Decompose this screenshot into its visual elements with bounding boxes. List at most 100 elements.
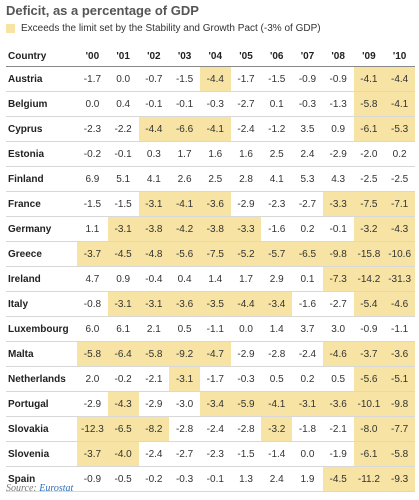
value-cell: -5.8: [384, 441, 415, 467]
value-cell: 0.2: [292, 366, 323, 392]
value-cell: -2.8: [169, 416, 200, 442]
value-cell: -1.2: [261, 116, 293, 142]
country-cell: Spain: [6, 466, 78, 492]
value-cell: -3.8: [199, 216, 231, 242]
value-cell: -4.1: [261, 391, 293, 417]
value-cell: 2.0: [77, 366, 108, 392]
value-cell: -1.7: [230, 66, 262, 92]
value-cell: 2.9: [261, 266, 293, 292]
value-cell: -5.4: [353, 291, 385, 317]
value-cell: -3.2: [353, 216, 385, 242]
value-cell: -2.3: [261, 191, 293, 217]
value-cell: 5.3: [292, 166, 323, 192]
value-cell: -5.8: [353, 91, 385, 117]
value-cell: -8.0: [353, 416, 385, 442]
table-row: Cyprus -2.3 -2.2 -4.4 -6.6 -4.1 -2.4 -1.2 3.5 0.9…: [6, 116, 415, 142]
value-cell: -2.5: [353, 166, 385, 192]
value-cell: -4.4: [384, 66, 415, 92]
value-cell: -5.3: [384, 116, 415, 142]
value-cell: 6.9: [77, 166, 108, 192]
value-cell: -2.9: [77, 391, 108, 417]
value-cell: -10.1: [353, 391, 385, 417]
value-cell: -6.1: [353, 116, 385, 142]
value-cell: -4.5: [107, 241, 139, 267]
table-row: Spain -0.9 -0.5 -0.2 -0.3 -0.1 1.3 2.4 1.9 -4.5 -1…: [6, 466, 415, 492]
value-cell: 2.4: [292, 141, 323, 167]
value-cell: -4.0: [107, 441, 139, 467]
table-body: Austria -1.7 0.0 -0.7 -1.5 -4.4 -1.7 -1.5 -0.9 -0…: [6, 66, 415, 492]
value-cell: 6.0: [77, 316, 108, 342]
value-cell: 1.6: [230, 141, 262, 167]
column-header-year: '06: [261, 47, 293, 67]
table-row: Slovenia -3.7 -4.0 -2.4 -2.7 -2.3 -1.5 -1.4 0.0-…: [6, 441, 415, 467]
value-cell: -14.2: [353, 266, 385, 292]
value-cell: -3.1: [138, 291, 170, 317]
value-cell: 2.4: [261, 466, 293, 492]
value-cell: -0.2: [77, 141, 108, 167]
country-cell: Luxembourg: [6, 316, 78, 342]
value-cell: -5.6: [169, 241, 200, 267]
table-row: Greece -3.7 -4.5 -4.8 -5.6 -7.5 -5.2 -5.7 -6.5 -9…: [6, 241, 415, 267]
country-cell: Italy: [6, 291, 78, 317]
value-cell: -1.5: [77, 191, 108, 217]
value-cell: 0.3: [138, 141, 170, 167]
value-cell: 1.7: [230, 266, 262, 292]
value-cell: -3.6: [384, 341, 415, 367]
value-cell: -3.8: [138, 216, 170, 242]
value-cell: -9.8: [322, 241, 354, 267]
table-row: Belgium 0.0 0.4 -0.1 -0.1 -0.3 -2.7 0.1 -0.3 -1.3…: [6, 91, 415, 117]
source-link[interactable]: Eurostat: [39, 483, 74, 494]
country-cell: Finland: [6, 166, 78, 192]
value-cell: -4.3: [384, 216, 415, 242]
column-header-year: '10: [384, 47, 415, 67]
country-cell: Slovakia: [6, 416, 78, 442]
value-cell: 0.4: [107, 91, 139, 117]
value-cell: -2.4: [230, 116, 262, 142]
value-cell: -2.8: [261, 341, 293, 367]
column-header-year: '05: [230, 47, 262, 67]
value-cell: -3.1: [169, 366, 200, 392]
header-row: Country '00'01'02'03'04'05'06'07'08'09'1…: [6, 47, 415, 67]
value-cell: -4.1: [384, 91, 415, 117]
value-cell: -1.6: [292, 291, 323, 317]
value-cell: -4.1: [199, 116, 231, 142]
table-row: Austria -1.7 0.0 -0.7 -1.5 -4.4 -1.7 -1.5 -0.9 -0…: [6, 66, 415, 92]
value-cell: -3.1: [107, 291, 139, 317]
value-cell: -2.4: [199, 416, 231, 442]
value-cell: 1.1: [77, 216, 108, 242]
value-cell: -1.9: [322, 441, 354, 467]
value-cell: 2.6: [169, 166, 200, 192]
value-cell: -7.3: [322, 266, 354, 292]
value-cell: 0.5: [261, 366, 293, 392]
column-header-country: Country: [6, 47, 78, 67]
value-cell: -12.3: [77, 416, 108, 442]
value-cell: -6.5: [107, 416, 139, 442]
value-cell: -0.1: [138, 91, 170, 117]
deficit-table: Country '00'01'02'03'04'05'06'07'08'09'1…: [6, 47, 415, 492]
value-cell: -3.2: [261, 416, 293, 442]
value-cell: -10.6: [384, 241, 415, 267]
value-cell: -7.1: [384, 191, 415, 217]
value-cell: -2.3: [77, 116, 108, 142]
value-cell: -3.1: [292, 391, 323, 417]
value-cell: -5.6: [353, 366, 385, 392]
value-cell: -2.1: [322, 416, 354, 442]
value-cell: -1.7: [199, 366, 231, 392]
value-cell: -1.4: [261, 441, 293, 467]
country-cell: Portugal: [6, 391, 78, 417]
value-cell: -1.1: [384, 316, 415, 342]
value-cell: -0.9: [77, 466, 108, 492]
value-cell: -3.1: [138, 191, 170, 217]
country-cell: Slovenia: [6, 441, 78, 467]
value-cell: -0.2: [107, 366, 139, 392]
value-cell: -5.1: [384, 366, 415, 392]
value-cell: 0.4: [169, 266, 200, 292]
value-cell: -2.5: [384, 166, 415, 192]
value-cell: 3.5: [292, 116, 323, 142]
value-cell: 3.7: [292, 316, 323, 342]
value-cell: -3.5: [199, 291, 231, 317]
table-row: Germany 1.1 -3.1 -3.8 -4.2 -3.8 -3.3 -1.6 0.2 -0.…: [6, 216, 415, 242]
value-cell: -5.7: [261, 241, 293, 267]
value-cell: 5.1: [107, 166, 139, 192]
value-cell: -4.4: [230, 291, 262, 317]
